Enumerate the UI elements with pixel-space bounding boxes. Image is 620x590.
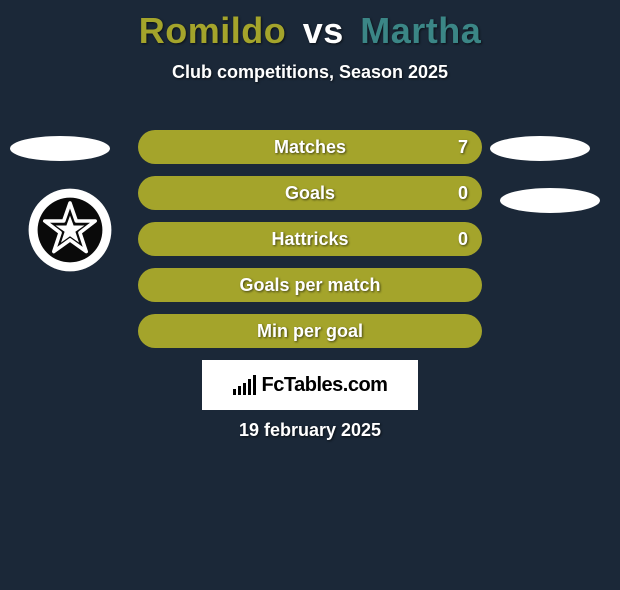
stat-row: Goals0 <box>138 176 482 210</box>
vs-label: vs <box>303 10 344 51</box>
brand-bars-icon <box>233 375 256 395</box>
stat-label: Min per goal <box>138 314 482 348</box>
stat-row: Matches7 <box>138 130 482 164</box>
stat-value-right: 0 <box>458 222 468 256</box>
stat-row: Min per goal <box>138 314 482 348</box>
comparison-title: Romildo vs Martha <box>0 10 620 52</box>
stat-row: Hattricks0 <box>138 222 482 256</box>
stat-label: Goals per match <box>138 268 482 302</box>
subtitle: Club competitions, Season 2025 <box>0 62 620 83</box>
player1-name: Romildo <box>139 10 286 51</box>
stat-label: Goals <box>138 176 482 210</box>
star-crest-icon <box>20 185 120 275</box>
player2-flag-placeholder <box>490 136 590 161</box>
stat-value-right: 7 <box>458 130 468 164</box>
stat-label: Matches <box>138 130 482 164</box>
brand-box: FcTables.com <box>202 360 418 410</box>
stat-row: Goals per match <box>138 268 482 302</box>
player1-club-badge <box>20 185 120 275</box>
player2-badge-placeholder <box>500 188 600 213</box>
brand-text: FcTables.com <box>262 374 388 397</box>
date-stamp: 19 february 2025 <box>0 420 620 441</box>
stat-value-right: 0 <box>458 176 468 210</box>
stat-label: Hattricks <box>138 222 482 256</box>
stats-panel: Matches7Goals0Hattricks0Goals per matchM… <box>138 130 482 360</box>
player1-flag-placeholder <box>10 136 110 161</box>
player2-name: Martha <box>360 10 481 51</box>
